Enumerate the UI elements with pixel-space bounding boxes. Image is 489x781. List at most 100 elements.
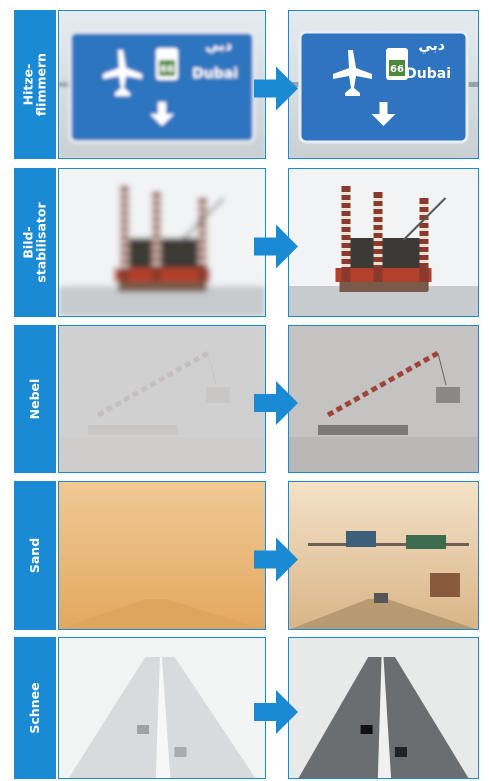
original-image [58, 168, 266, 317]
leg-band [120, 240, 129, 243]
processed-image [288, 637, 479, 779]
scene: 66 دبي Dubai [288, 10, 479, 159]
scene [58, 481, 266, 630]
scene [288, 325, 479, 473]
leg-band [420, 204, 429, 207]
leg-band [374, 254, 383, 257]
route-number: 66 [160, 64, 174, 75]
leg-band [198, 204, 207, 207]
leg-band [120, 248, 129, 251]
leg-band [120, 224, 129, 227]
leg-band [198, 252, 207, 255]
leg-band [152, 230, 161, 233]
sign-arabic: دبي [418, 38, 445, 54]
label-line: Nebel [27, 379, 42, 420]
snow-veil [58, 637, 266, 779]
leg-band [420, 252, 429, 255]
leg-band [152, 206, 161, 209]
leg-band [152, 238, 161, 241]
leg-band [342, 248, 351, 251]
figure: Hitze-flimmern66دبيDubai66دبيDubaiBild-s… [0, 0, 489, 781]
leg-band [198, 244, 207, 247]
load [206, 387, 230, 403]
car [374, 593, 388, 603]
scene [288, 168, 479, 317]
truck [430, 573, 460, 597]
scene [58, 325, 266, 473]
original-image: 66 دبي Dubai [58, 10, 266, 159]
processed-image [288, 481, 479, 630]
row-label: Sand [27, 538, 42, 573]
leg-band [374, 206, 383, 209]
route-number: 66 [390, 64, 404, 75]
row-label: Nebel [27, 379, 42, 420]
sign-city: Dubai [192, 66, 238, 82]
leg-band [120, 232, 129, 235]
leg-band [342, 240, 351, 243]
water [288, 437, 479, 473]
leg-support [340, 282, 428, 292]
original-image [58, 481, 266, 630]
leg-band [152, 214, 161, 217]
deck [344, 238, 424, 268]
leg-band [374, 222, 383, 225]
processed-image [288, 325, 479, 473]
leg-band [420, 212, 429, 215]
label-line: Sand [27, 538, 42, 573]
leg-band [342, 232, 351, 235]
leg-band [342, 264, 351, 267]
leg-band [120, 256, 129, 259]
label-line: flimmern [34, 53, 49, 116]
sign-right [406, 535, 446, 549]
leg-band [342, 256, 351, 259]
scene [288, 637, 479, 779]
leg-band [120, 192, 129, 195]
leg-band [374, 238, 383, 241]
leg-band [120, 208, 129, 211]
leg-band [198, 212, 207, 215]
leg-band [374, 262, 383, 265]
barge [88, 425, 178, 435]
leg-band [374, 246, 383, 249]
leg-band [342, 208, 351, 211]
leg-band [342, 200, 351, 203]
leg-band [420, 228, 429, 231]
leg-band [374, 230, 383, 233]
leg-band [152, 222, 161, 225]
scene: 66 دبي Dubai [58, 10, 266, 159]
scene [58, 168, 266, 317]
barge [318, 425, 408, 435]
leg-band [420, 236, 429, 239]
leg-band [420, 260, 429, 263]
sign-city: Dubai [405, 66, 451, 82]
leg-band [342, 224, 351, 227]
processed-image [288, 168, 479, 317]
load [436, 387, 460, 403]
sign-left [346, 531, 376, 547]
leg-band [198, 260, 207, 263]
leg-band [198, 228, 207, 231]
leg-band [420, 244, 429, 247]
car2 [395, 747, 407, 757]
original-image [58, 325, 266, 473]
leg-band [152, 246, 161, 249]
water [58, 437, 266, 473]
sign-arabic: دبي [205, 38, 232, 54]
row-label: Schnee [27, 682, 42, 733]
leg-support [118, 282, 206, 292]
leg-band [342, 216, 351, 219]
leg-band [374, 198, 383, 201]
processed-image: 66 دبي Dubai [288, 10, 479, 159]
car [361, 725, 373, 734]
label-line: Schnee [27, 682, 42, 733]
leg-band [374, 214, 383, 217]
deck [122, 238, 202, 268]
label-line: stabilisator [34, 202, 49, 283]
leg-band [152, 198, 161, 201]
scene [288, 481, 479, 630]
original-image [58, 637, 266, 779]
leg-band [152, 262, 161, 265]
leg-band [342, 192, 351, 195]
leg-band [120, 264, 129, 267]
leg-band [120, 200, 129, 203]
